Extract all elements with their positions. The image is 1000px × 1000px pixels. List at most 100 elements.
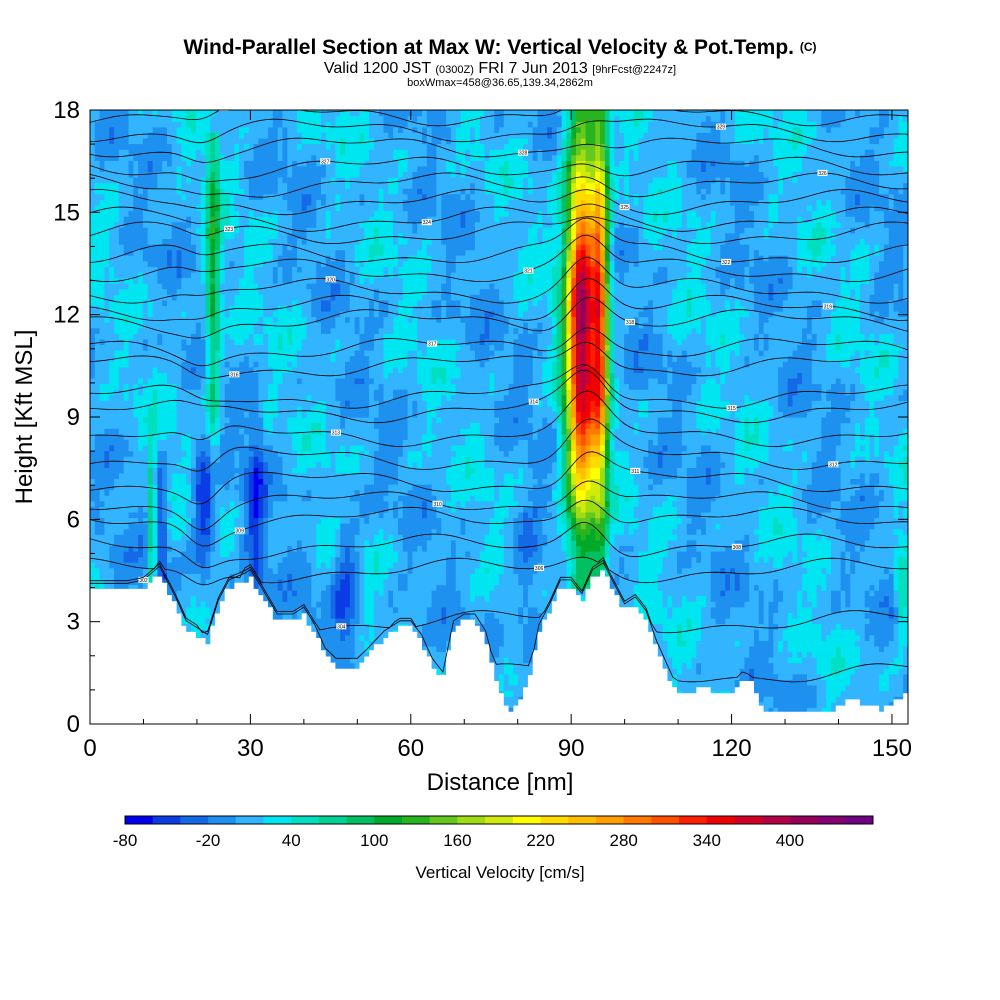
velocity-cell [638, 350, 664, 357]
velocity-cell [537, 338, 553, 346]
velocity-cell [99, 389, 115, 396]
velocity-cell [219, 271, 226, 279]
velocity-cell [903, 283, 908, 290]
velocity-cell [253, 495, 259, 502]
velocity-cell [551, 271, 563, 279]
velocity-cell [340, 634, 346, 641]
velocity-cell [104, 294, 115, 301]
velocity-cell [576, 338, 582, 346]
velocity-cell [523, 629, 543, 636]
velocity-cell [152, 467, 158, 474]
velocity-cell [609, 344, 616, 351]
velocity-cell [523, 523, 534, 530]
velocity-cell [321, 299, 332, 306]
velocity-cell [157, 338, 163, 346]
velocity-cell [797, 344, 818, 351]
velocity-cell [109, 551, 125, 558]
velocity-cell [152, 506, 158, 513]
velocity-cell [859, 551, 895, 558]
velocity-cell [523, 601, 529, 608]
velocity-cell [874, 590, 895, 597]
velocity-cell [566, 338, 572, 346]
velocity-cell [537, 534, 548, 541]
velocity-cell [152, 528, 158, 535]
velocity-cell [879, 684, 890, 692]
velocity-cell [604, 344, 611, 351]
velocity-cell [768, 612, 774, 619]
velocity-cell [821, 299, 837, 306]
velocity-cell [600, 534, 606, 541]
velocity-cell [595, 294, 601, 301]
velocity-cell [465, 523, 490, 530]
velocity-cell [402, 450, 409, 457]
velocity-cell [311, 433, 327, 440]
velocity-cell [205, 422, 211, 429]
velocity-cell [296, 411, 303, 418]
velocity-cell [686, 444, 702, 452]
velocity-cell [758, 344, 765, 351]
velocity-cell [614, 439, 649, 446]
velocity-cell [701, 322, 707, 329]
velocity-cell [359, 584, 365, 591]
velocity-cell [133, 411, 149, 418]
velocity-cell [494, 500, 519, 507]
velocity-cell [205, 266, 211, 273]
velocity-cell [614, 366, 625, 373]
velocity-cell [758, 539, 798, 546]
velocity-cell [561, 344, 567, 351]
velocity-cell [263, 500, 269, 507]
velocity-cell [590, 495, 596, 502]
velocity-cell [239, 551, 250, 558]
velocity-cell [807, 316, 813, 323]
velocity-cell [585, 506, 601, 513]
velocity-cell [792, 472, 798, 479]
velocity-cell [624, 344, 640, 351]
velocity-cell [219, 338, 226, 346]
velocity-cell [205, 350, 211, 357]
velocity-cell [301, 310, 312, 318]
velocity-cell [234, 450, 240, 457]
velocity-cell [672, 405, 683, 412]
velocity-cell [893, 489, 908, 496]
velocity-cell [311, 394, 336, 401]
velocity-cell [272, 377, 283, 385]
velocity-cell [263, 573, 288, 580]
velocity-cell [705, 601, 717, 608]
velocity-cell [431, 444, 452, 452]
velocity-cell [879, 428, 904, 435]
velocity-cell [566, 322, 572, 329]
velocity-cell [730, 567, 736, 574]
velocity-cell [325, 422, 341, 429]
velocity-cell [499, 294, 514, 301]
velocity-cell [191, 433, 202, 440]
velocity-cell [773, 523, 784, 530]
velocity-cell [585, 400, 591, 407]
velocity-cell [258, 456, 264, 463]
velocity-cell [474, 617, 486, 625]
velocity-cell [653, 506, 678, 513]
velocity-cell [142, 255, 168, 262]
velocity-cell [662, 333, 673, 340]
velocity-cell [431, 372, 447, 379]
velocity-cell [311, 305, 322, 312]
velocity-cell [479, 288, 500, 295]
velocity-cell [402, 506, 423, 513]
velocity-cell [710, 590, 721, 597]
velocity-cell [244, 433, 250, 440]
velocity-cell [431, 422, 471, 429]
velocity-cell [219, 428, 226, 435]
velocity-cell [542, 545, 563, 552]
velocity-cell [258, 283, 308, 290]
velocity-cell [537, 428, 558, 435]
velocity-cell [797, 372, 803, 379]
velocity-cell [604, 422, 611, 429]
velocity-cell [566, 411, 572, 418]
velocity-cell [109, 444, 115, 452]
velocity-cell [152, 534, 158, 541]
velocity-cell [797, 545, 803, 552]
velocity-cell [176, 595, 192, 602]
velocity-cell [773, 668, 818, 675]
velocity-cell [224, 400, 259, 407]
velocity-cell [272, 271, 279, 279]
velocity-cell [422, 629, 457, 636]
